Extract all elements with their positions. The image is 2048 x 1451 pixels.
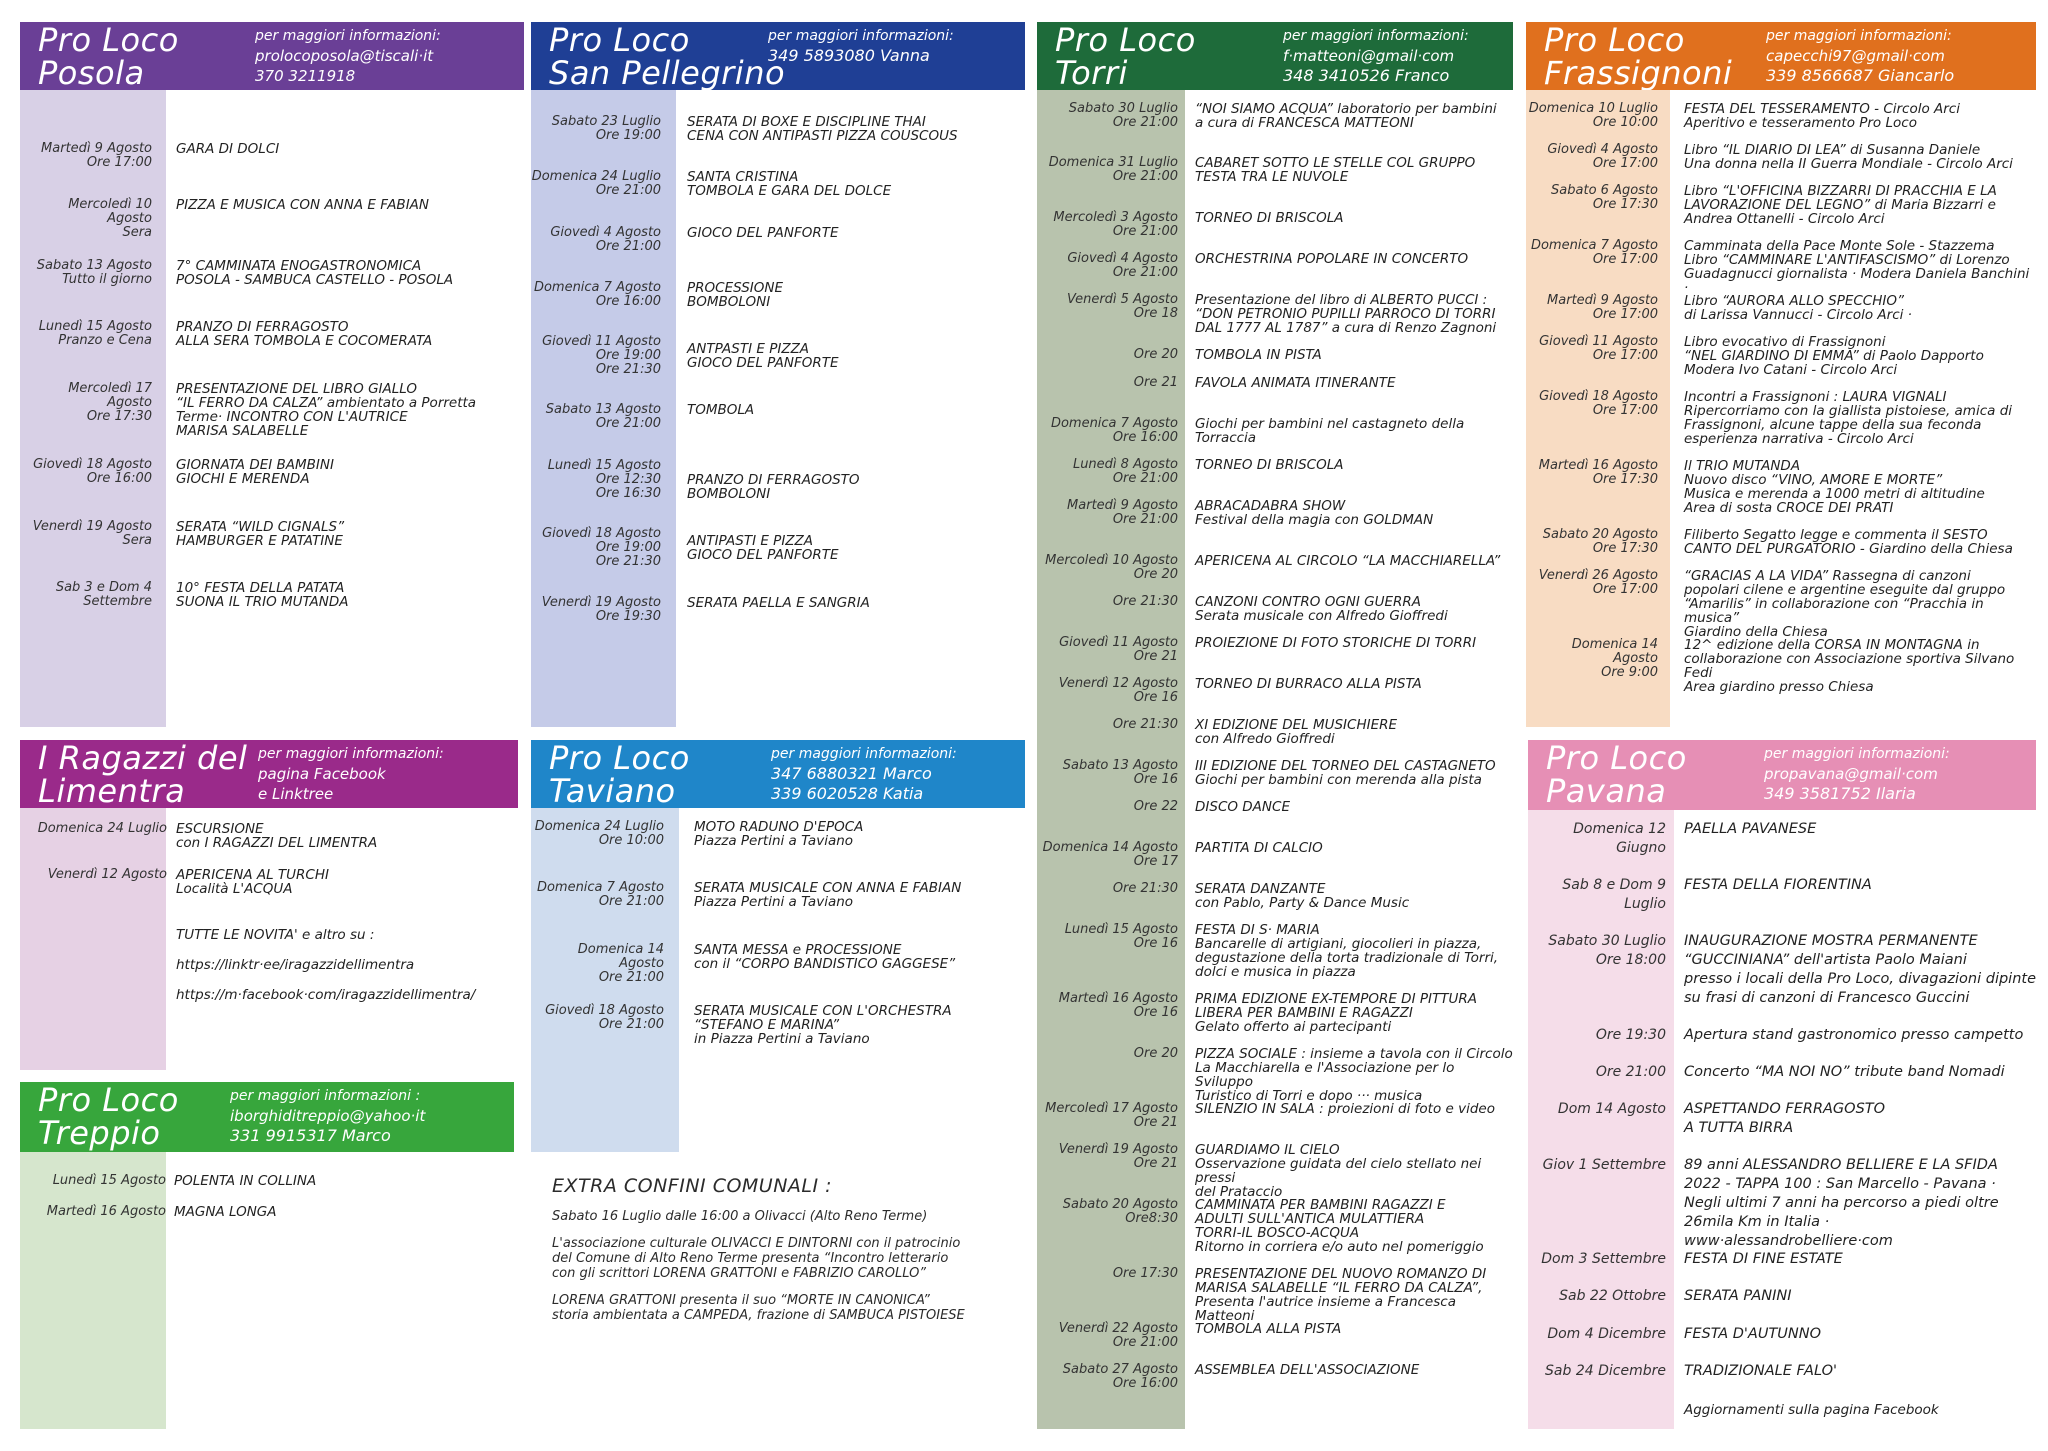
event-list: Domenica 10 Luglio Ore 10:00 FESTA DEL TE…: [1528, 101, 2030, 695]
contact-phone: 349 3581752 Ilaria: [1764, 784, 1916, 803]
info-sanpellegrino: per maggiori informazioni: 349 5893080 V…: [768, 28, 954, 65]
event-list: Domenica 24 Luglio ESCURSIONE con I RAGAZ…: [37, 821, 476, 1003]
sidebar-band: [20, 808, 166, 1070]
header-sanpellegrino: Pro Loco San Pellegrino per maggiori inf…: [531, 22, 1025, 90]
event-list: Domenica 12 Giugno PAELLA PAVANESE Sab 8 …: [1541, 821, 2036, 1418]
sidebar-band: [1526, 90, 1670, 727]
panel-pavana: Pro Loco Pavana per maggiori informazion…: [1528, 740, 2036, 1429]
header-taviano: Pro Loco Taviano per maggiori informazio…: [531, 740, 1025, 808]
contact-phone: 370 3211918: [255, 67, 356, 85]
header-torri: Pro Loco Torri per maggiori informazioni…: [1037, 22, 1513, 90]
info-taviano: per maggiori informazioni: 347 6880321 M…: [771, 746, 957, 803]
contact-phone: 331 9915317 Marco: [230, 1126, 391, 1145]
panel-frassignoni: Pro Loco Frassignoni per maggiori inform…: [1526, 22, 2036, 727]
contact-phone: 339 6020528 Katia: [771, 784, 924, 803]
title-sanpellegrino: Pro Loco San Pellegrino: [549, 22, 786, 92]
event-list: Lunedì 15 Agosto POLENTA IN COLLINA Marte…: [46, 1173, 317, 1220]
sidebar-band: [1037, 90, 1185, 1429]
title-torri: Pro Loco Torri: [1055, 22, 1196, 92]
info-posola: per maggiori informazioni: prolocoposola…: [255, 28, 441, 85]
sidebar-band: [1528, 810, 1674, 1429]
header-posola: Pro Loco Posola per maggiori informazion…: [20, 22, 524, 90]
title-frassignoni: Pro Loco Frassignoni: [1544, 22, 1733, 92]
event-list: Sabato 23 Luglio Ore 19:00 SERATA DI BOXE…: [531, 114, 958, 624]
extra-paragraph: L'associazione culturale OLIVACCI E DINT…: [552, 1236, 961, 1281]
contact-phone: 348 3410526 Franco: [1283, 66, 1450, 85]
title-limentra: I Ragazzi del Limentra: [38, 740, 248, 810]
header-treppio: Pro Loco Treppio per maggiori informazio…: [20, 1082, 514, 1152]
panel-treppio: Pro Loco Treppio per maggiori informazio…: [20, 1082, 514, 1429]
header-pavana: Pro Loco Pavana per maggiori informazion…: [1528, 740, 2036, 810]
header-limentra: I Ragazzi del Limentra per maggiori info…: [20, 740, 518, 808]
title-posola: Pro Loco Posola: [38, 22, 179, 92]
sidebar-band: [20, 90, 166, 727]
panel-sanpellegrino: Pro Loco San Pellegrino per maggiori inf…: [531, 22, 1025, 727]
header-frassignoni: Pro Loco Frassignoni per maggiori inform…: [1526, 22, 2036, 90]
info-torri: per maggiori informazioni: f·matteoni@gm…: [1283, 28, 1469, 85]
event-list: Sabato 30 Luglio Ore 21:00 “NOI SIAMO ACQ…: [1042, 101, 1513, 1391]
contact-email[interactable]: f·matteoni@gmail·com: [1283, 47, 1455, 65]
event-list: Domenica 24 Luglio Ore 10:00 MOTO RADUNO …: [534, 819, 962, 1047]
panel-taviano: Pro Loco Taviano per maggiori informazio…: [531, 740, 1025, 1152]
panel-torri: Pro Loco Torri per maggiori informazioni…: [1037, 22, 1513, 1429]
extra-paragraph: LORENA GRATTONI presenta il suo “MORTE I…: [552, 1293, 965, 1323]
sidebar-band: [531, 90, 676, 727]
info-frassignoni: per maggiori informazioni: capecchi97@gm…: [1766, 28, 1955, 85]
contact-email[interactable]: capecchi97@gmail·com: [1766, 47, 1945, 65]
extra-section: EXTRA CONFINI COMUNALI : Sabato 16 Lugli…: [552, 1175, 1022, 1335]
contact-email[interactable]: prolocoposola@tiscali·it: [255, 47, 434, 65]
title-treppio: Pro Loco Treppio: [38, 1082, 179, 1152]
contact-email[interactable]: propavana@gmail·com: [1764, 765, 1938, 783]
extra-heading: EXTRA CONFINI COMUNALI :: [552, 1175, 833, 1197]
title-pavana: Pro Loco Pavana: [1546, 740, 1687, 810]
sidebar-band: [20, 1152, 166, 1429]
contact-email[interactable]: iborghiditreppio@yahoo·it: [230, 1107, 426, 1125]
info-pavana: per maggiori informazioni: propavana@gma…: [1764, 746, 1950, 803]
extra-paragraph: Sabato 16 Luglio dalle 16:00 a Olivacci …: [552, 1209, 928, 1224]
contact-phone: 339 8566687 Giancarlo: [1766, 66, 1955, 85]
event-list: Martedì 9 Agosto Ore 17:00 GARA DI DOLCI …: [32, 141, 477, 610]
contact-phone: 347 6880321 Marco: [771, 764, 932, 783]
contact-phone: 349 5893080 Vanna: [768, 46, 930, 65]
info-limentra: per maggiori informazioni: pagina Facebo…: [258, 746, 444, 803]
panel-limentra: I Ragazzi del Limentra per maggiori info…: [20, 740, 518, 1070]
panel-posola: Pro Loco Posola per maggiori informazion…: [20, 22, 524, 727]
info-treppio: per maggiori informazioni : iborghiditre…: [230, 1088, 426, 1145]
title-taviano: Pro Loco Taviano: [549, 740, 690, 810]
sidebar-band: [531, 808, 679, 1152]
